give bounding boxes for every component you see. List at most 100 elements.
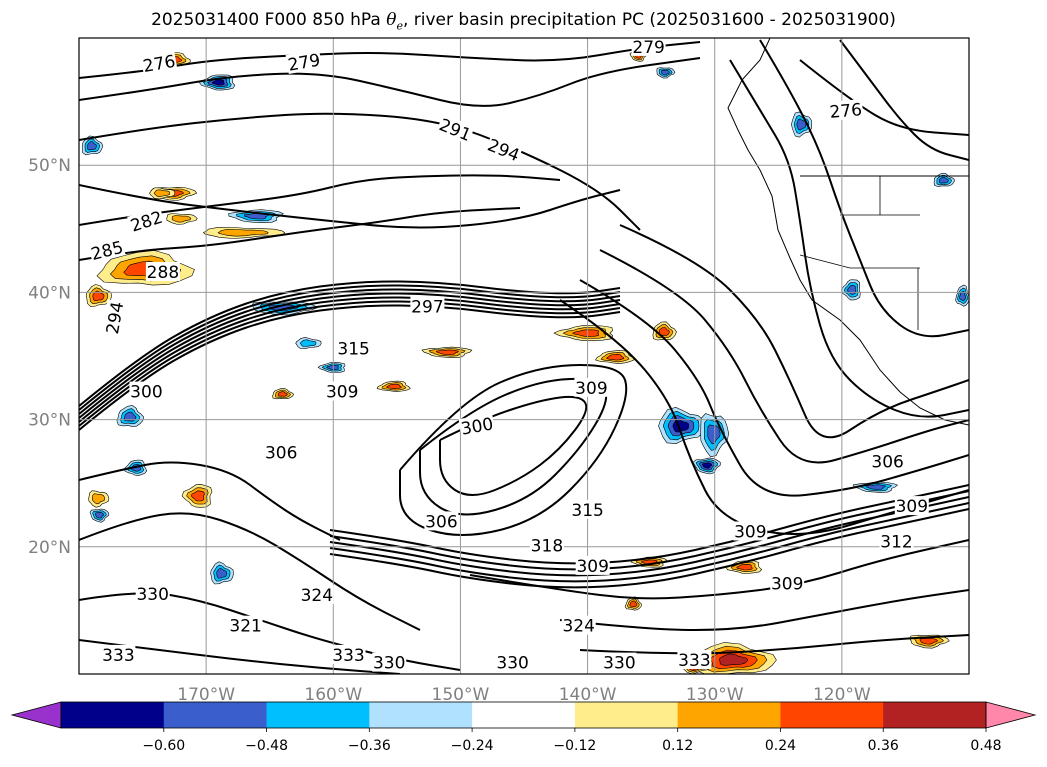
- precip-patch: [295, 337, 322, 349]
- contour-label-bg: [602, 652, 637, 672]
- contour-label-text: 288: [147, 263, 179, 283]
- theta-e-contour: [799, 59, 969, 136]
- y-tick-labels: 20°N 30°N 40°N 50°N: [28, 156, 71, 558]
- contour-label-bg: [135, 583, 170, 603]
- chart-title: 2025031400 F000 850 hPa θe, river basin …: [151, 10, 896, 33]
- precip-patch: [652, 321, 677, 341]
- precip-patch: [376, 380, 411, 392]
- contour-label-bg: [570, 499, 605, 519]
- precip-patch-ring: [217, 229, 269, 237]
- contour-label-bg: [574, 377, 609, 397]
- contour-label-bg: [458, 413, 496, 438]
- colorbar-box: [574, 702, 679, 728]
- contour-label: 330: [602, 652, 637, 674]
- precip-patch: [149, 187, 176, 200]
- colorbar-box: [61, 702, 165, 728]
- contour-label-bg: [770, 573, 805, 593]
- precip-patch-ring: [919, 638, 939, 645]
- contour-label: 324: [561, 615, 596, 637]
- contour-label-bg: [299, 585, 334, 605]
- contour-label-bg: [127, 206, 166, 236]
- precip-patch-ring: [959, 290, 966, 302]
- theta-e-contour: [469, 539, 969, 600]
- y-tick-label: 50°N: [28, 156, 71, 176]
- theta-e-contour: [79, 288, 621, 415]
- theta-e-contour: [329, 502, 969, 583]
- precip-patch-ring: [629, 600, 638, 608]
- contour-label-text: 321: [229, 617, 261, 637]
- precip-patch: [595, 350, 635, 364]
- contour-label: 276: [827, 99, 864, 123]
- colorbar-box: [266, 702, 370, 728]
- contour-label: 306: [870, 451, 905, 473]
- precip-patch: [933, 172, 956, 187]
- theta-e-contour: [79, 461, 341, 541]
- precip-patch: [692, 457, 721, 475]
- contour-label: 306: [264, 442, 299, 464]
- contour-label-text: 309: [576, 557, 608, 577]
- precip-patch: [421, 346, 473, 359]
- gridlines: [79, 38, 969, 674]
- precip-patch: [624, 596, 642, 611]
- contour-label-text: 309: [896, 497, 928, 517]
- y-tick-label: 40°N: [28, 283, 71, 303]
- theta-e-contour: [329, 496, 969, 577]
- contour-label-text: 315: [571, 501, 603, 521]
- coastline: [727, 38, 969, 426]
- precip-patch: [89, 508, 110, 523]
- contour-label-bg: [88, 236, 126, 264]
- theta-e-contour: [79, 304, 621, 431]
- theta-e-contour: [79, 41, 701, 79]
- colorbar-box: [780, 702, 884, 728]
- colorbar-tick-label: −0.60: [142, 738, 185, 754]
- x-tick-label: 160°W: [304, 685, 362, 705]
- theta-e-contour: [729, 59, 969, 418]
- contour-label-text: 300: [130, 383, 162, 403]
- precip-patch-ring: [939, 177, 949, 184]
- precip-patch: [656, 67, 676, 79]
- contour-label-text: 318: [531, 537, 563, 557]
- precip-patch-ring: [571, 329, 600, 337]
- precip-patch-ring: [123, 411, 137, 422]
- colorbar-tick-label: 0.24: [765, 738, 796, 754]
- contour-label-text: 297: [411, 297, 443, 317]
- theta-e-contour: [399, 363, 628, 536]
- x-tick-label: 130°W: [686, 685, 744, 705]
- contour-label: 306: [424, 511, 459, 532]
- precip-patch-ring: [719, 653, 749, 666]
- precip-patch-ring: [325, 364, 339, 370]
- contour-label: 333: [331, 644, 366, 666]
- precip-patch: [88, 490, 110, 508]
- precip-patch-ring: [277, 391, 288, 397]
- precip-patch: [166, 213, 198, 225]
- precip-patch-ring: [386, 383, 402, 390]
- precip-patch-ring: [190, 490, 205, 502]
- contour-label-bg: [264, 442, 299, 462]
- precip-patch: [181, 484, 213, 508]
- precip-patch: [85, 284, 112, 307]
- contour-label-text: 330: [603, 654, 635, 674]
- precip-patch: [210, 561, 234, 585]
- contour-label: 309: [575, 555, 610, 577]
- contour-label: 309: [733, 521, 768, 543]
- colorbar-tick-label: 0.12: [662, 738, 693, 754]
- x-tick-labels: 170°W 160°W 150°W 140°W 130°W 120°W: [177, 685, 871, 705]
- theta-e-contour: [579, 634, 969, 655]
- colorbar-extend-high: [985, 701, 1037, 729]
- contour-label-bg: [145, 262, 180, 281]
- theta-e-contour: [599, 249, 969, 464]
- colorbar-tick-label: −0.24: [451, 738, 494, 754]
- theta-e-contour: [79, 512, 421, 631]
- contour-label-bg: [879, 531, 914, 551]
- contour-label-bg: [101, 299, 127, 337]
- theta-e-contour: [79, 207, 521, 261]
- precip-patch-ring: [211, 79, 225, 86]
- contour-label-text: 309: [771, 575, 803, 595]
- contour-label: 297: [410, 296, 445, 317]
- colorbar-box: [472, 702, 576, 728]
- precip-patch-ring: [606, 353, 625, 361]
- precip-patch-ring: [736, 563, 753, 571]
- contour-label-bg: [410, 296, 445, 316]
- precip-patch: [272, 387, 294, 400]
- colorbar-tick-label: 0.48: [970, 738, 1001, 754]
